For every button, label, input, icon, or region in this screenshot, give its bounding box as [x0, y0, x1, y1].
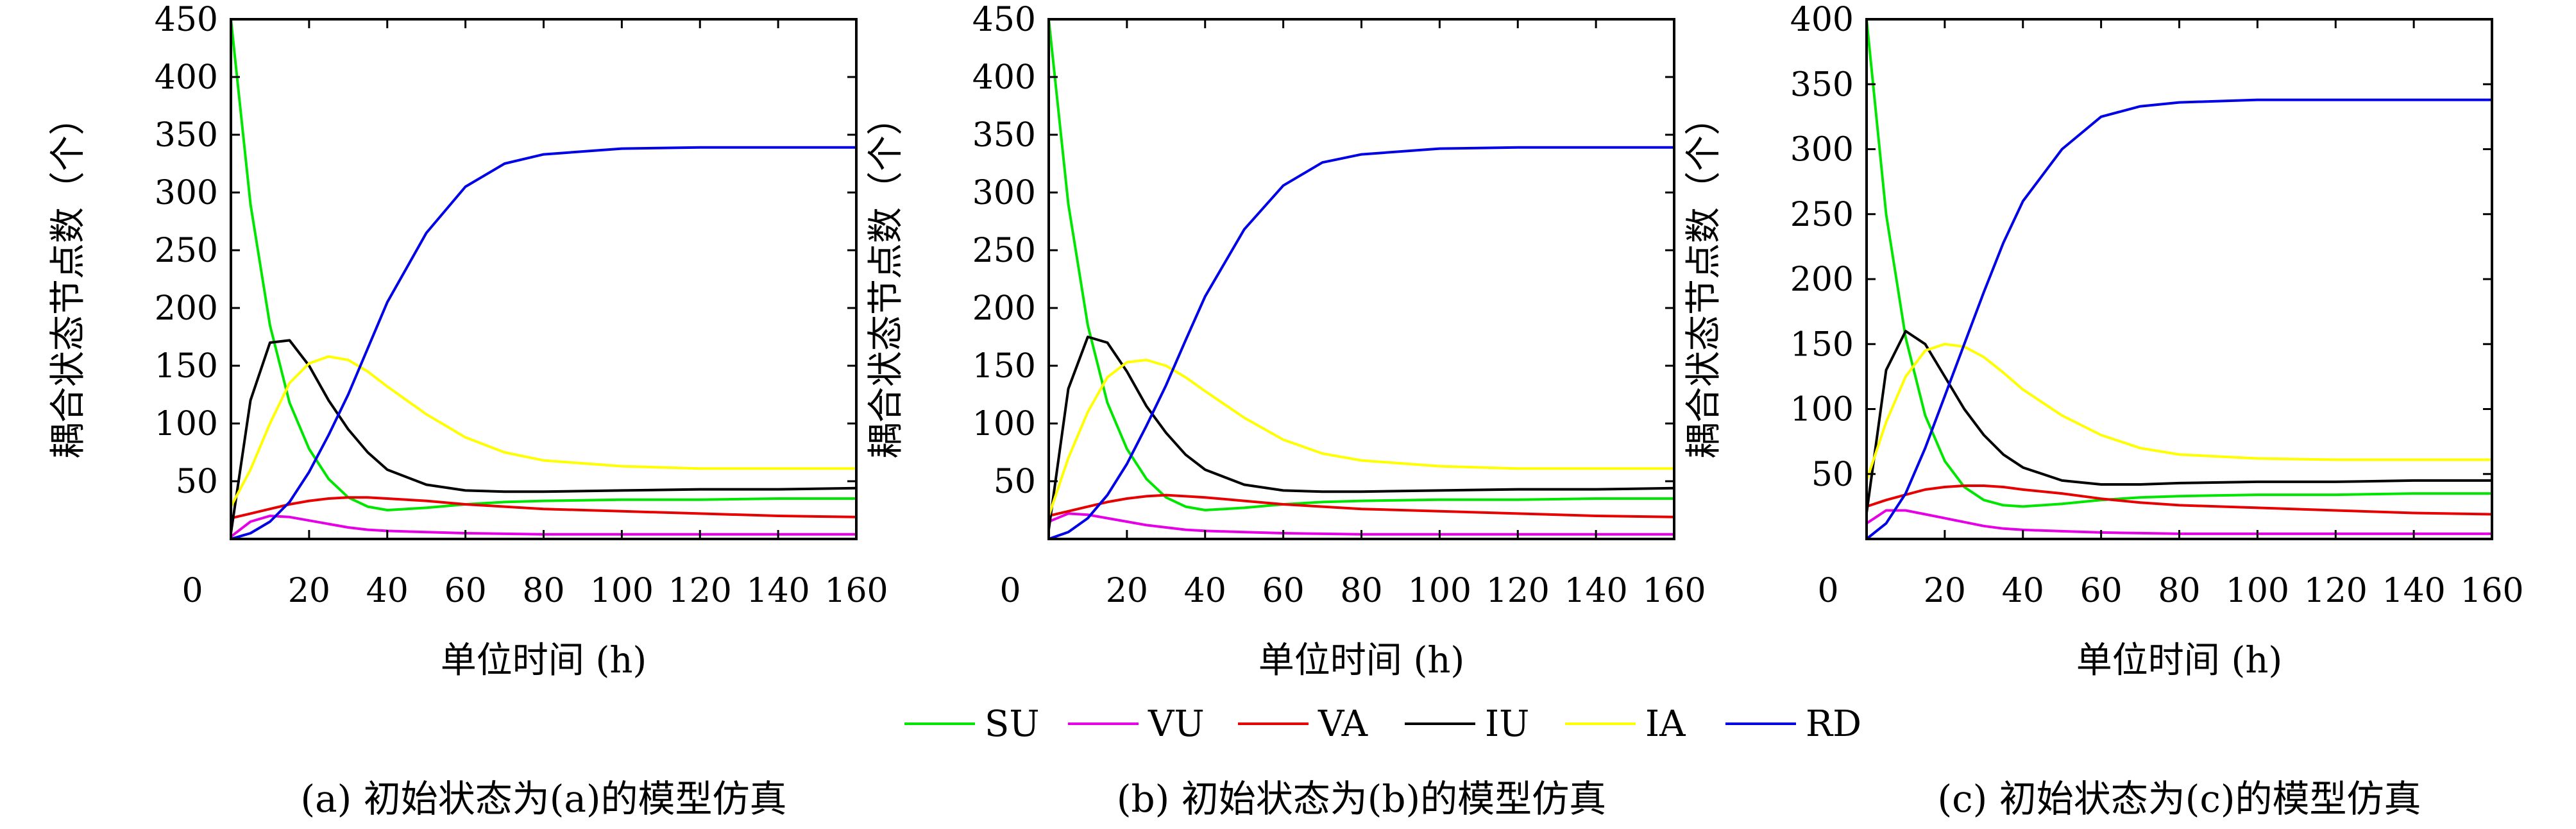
chart-panel-b: 0 20 40 60 80 100 120 140 160 50 100 150 200 250 300 35…: [865, 1, 1706, 821]
chart-panel-c: 0 20 40 60 80 100 120 140 160 50 100 150 200 250 300 35…: [1683, 1, 2524, 821]
y-axis-title: 耦合状态节点数（个）: [865, 99, 907, 459]
panel-caption: (b) 初始状态为(b)的模型仿真: [1117, 777, 1606, 821]
chart-panel-a: 0 20 40 60 80 100 120 140 160 50 100 150 200 250 300 35…: [47, 1, 888, 821]
x-tick-label: 140: [746, 572, 809, 610]
series-line-rd: [230, 146, 858, 540]
x-tick-label: 60: [445, 572, 487, 610]
legend-label-ia: IA: [1645, 703, 1686, 745]
y-tick-label: 50: [1811, 456, 1854, 494]
y-tick-label: 400: [155, 58, 218, 97]
legend-label-vu: VU: [1148, 703, 1205, 745]
y-tick-label: 250: [972, 232, 1036, 270]
panel-caption: (c) 初始状态为(c)的模型仿真: [1938, 777, 2421, 821]
x-tick-label: 100: [2226, 572, 2289, 610]
y-axis-title: 耦合状态节点数（个）: [1683, 99, 1725, 459]
x-axis-title: 单位时间 (h): [2076, 640, 2283, 681]
y-tick-label: 150: [155, 347, 218, 386]
x-tick-label: 80: [1340, 572, 1382, 610]
series-line-su: [1865, 18, 2493, 508]
legend-label-iu: IU: [1485, 703, 1529, 745]
y-tick-label: 50: [176, 463, 218, 501]
x-axis-title: 单位时间 (h): [441, 640, 647, 681]
x-tick-label: 60: [2080, 572, 2123, 610]
legend: SU VU VA IU IA RD: [904, 703, 1861, 745]
x-tick-label: 0: [182, 572, 203, 610]
x-tick-label: 100: [590, 572, 654, 610]
y-tick-label: 350: [1790, 65, 1854, 104]
y-tick-label: 300: [155, 174, 218, 212]
series-line-iu: [230, 339, 858, 534]
x-tick-label: 0: [999, 572, 1021, 610]
x-tick-label: 140: [2382, 572, 2445, 610]
x-axis-title: 单位时间 (h): [1258, 640, 1465, 681]
x-tick-label: 140: [1564, 572, 1627, 610]
legend-label-rd: RD: [1806, 703, 1861, 745]
series-line-va: [230, 496, 858, 520]
y-tick-label: 150: [972, 347, 1036, 386]
series-line-iu: [1865, 330, 2493, 515]
y-tick-label: 250: [155, 232, 218, 270]
series-line-ia: [1865, 343, 2493, 482]
plot-frame: [1865, 18, 2493, 540]
y-tick-label: 300: [972, 174, 1036, 212]
legend-label-va: VA: [1318, 703, 1368, 745]
y-tick-label: 450: [972, 1, 1036, 39]
series-line-iu: [1047, 336, 1675, 531]
series-line-rd: [1047, 146, 1675, 540]
y-axis-title: 耦合状态节点数（个）: [47, 99, 89, 459]
series-line-rd: [1865, 98, 2493, 540]
y-tick-label: 200: [972, 289, 1036, 328]
x-tick-label: 120: [668, 572, 732, 610]
y-tick-label: 100: [155, 405, 218, 443]
x-tick-label: 40: [1184, 572, 1226, 610]
x-tick-label: 60: [1262, 572, 1305, 610]
y-tick-label: 300: [1790, 131, 1854, 169]
series-line-va: [1865, 484, 2493, 516]
y-tick-label: 200: [155, 289, 218, 328]
x-tick-label: 100: [1408, 572, 1471, 610]
x-tick-label: 80: [2158, 572, 2200, 610]
panel-caption: (a) 初始状态为(a)的模型仿真: [300, 777, 786, 821]
y-tick-label: 200: [1790, 261, 1854, 299]
x-tick-label: 0: [1817, 572, 1838, 610]
y-tick-label: 100: [972, 405, 1036, 443]
y-tick-label: 400: [972, 58, 1036, 97]
legend-label-su: SU: [985, 703, 1040, 745]
x-tick-label: 20: [288, 572, 330, 610]
y-tick-label: 400: [1790, 1, 1854, 39]
y-tick-label: 350: [155, 116, 218, 155]
x-tick-label: 160: [1642, 572, 1706, 610]
x-tick-label: 80: [522, 572, 564, 610]
x-tick-label: 20: [1924, 572, 1966, 610]
series-line-vu: [1865, 509, 2493, 535]
series-line-su: [1047, 18, 1675, 511]
y-tick-label: 450: [155, 1, 218, 39]
y-tick-label: 50: [994, 463, 1036, 501]
x-tick-label: 20: [1106, 572, 1148, 610]
x-tick-label: 160: [824, 572, 888, 610]
y-tick-label: 350: [972, 116, 1036, 155]
y-tick-label: 250: [1790, 196, 1854, 234]
series-line-su: [230, 18, 858, 511]
x-tick-label: 160: [2460, 572, 2523, 610]
x-tick-label: 120: [2304, 572, 2368, 610]
series-line-ia: [230, 355, 858, 508]
x-tick-label: 40: [2002, 572, 2044, 610]
series-line-ia: [1047, 359, 1675, 517]
y-tick-label: 100: [1790, 391, 1854, 429]
y-tick-label: 150: [1790, 325, 1854, 364]
x-tick-label: 120: [1486, 572, 1550, 610]
x-tick-label: 40: [366, 572, 409, 610]
